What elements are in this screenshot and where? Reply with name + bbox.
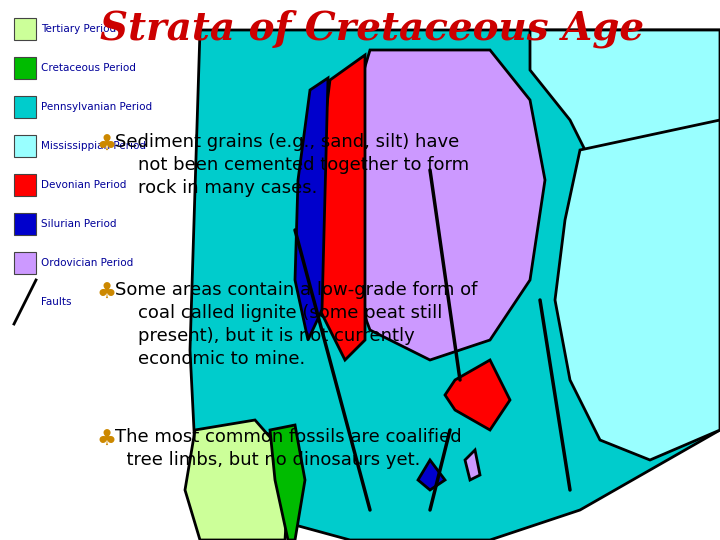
Text: ♣: ♣ [96, 430, 116, 450]
Bar [14, 18, 36, 40]
Polygon shape [295, 78, 328, 340]
Text: ♣: ♣ [96, 135, 116, 155]
Text: Faults: Faults [41, 297, 71, 307]
Text: Sediment grains (e.g., sand, silt) have
    not been cemented together to form
 : Sediment grains (e.g., sand, silt) have … [115, 133, 469, 197]
Text: Silurian Period: Silurian Period [41, 219, 117, 229]
Bar [14, 57, 36, 79]
Polygon shape [190, 30, 720, 540]
Text: Mississippian Period: Mississippian Period [41, 141, 146, 151]
Bar [14, 174, 36, 196]
Polygon shape [555, 120, 720, 460]
Text: Pennsylvanian Period: Pennsylvanian Period [41, 102, 152, 112]
Text: Devonian Period: Devonian Period [41, 180, 127, 190]
Text: Some areas contain a low-grade form of
    coal called lignite (some peat still
: Some areas contain a low-grade form of c… [115, 281, 477, 368]
Bar [14, 135, 36, 157]
Polygon shape [530, 30, 720, 260]
Polygon shape [315, 55, 365, 360]
Text: Cretaceous Period: Cretaceous Period [41, 63, 136, 73]
Polygon shape [445, 360, 510, 430]
Text: Strata of Cretaceous Age: Strata of Cretaceous Age [100, 10, 644, 49]
Polygon shape [418, 460, 445, 490]
Polygon shape [185, 420, 290, 540]
Polygon shape [465, 450, 480, 480]
Bar [14, 213, 36, 235]
Text: The most common fossils are coalified
  tree limbs, but no dinosaurs yet.: The most common fossils are coalified tr… [115, 428, 462, 469]
Bar [14, 252, 36, 274]
Polygon shape [340, 50, 545, 360]
Bar [14, 96, 36, 118]
Text: ♣: ♣ [96, 283, 116, 303]
Polygon shape [270, 425, 305, 540]
Text: Ordovician Period: Ordovician Period [41, 258, 133, 268]
Text: Tertiary Period: Tertiary Period [41, 24, 116, 34]
